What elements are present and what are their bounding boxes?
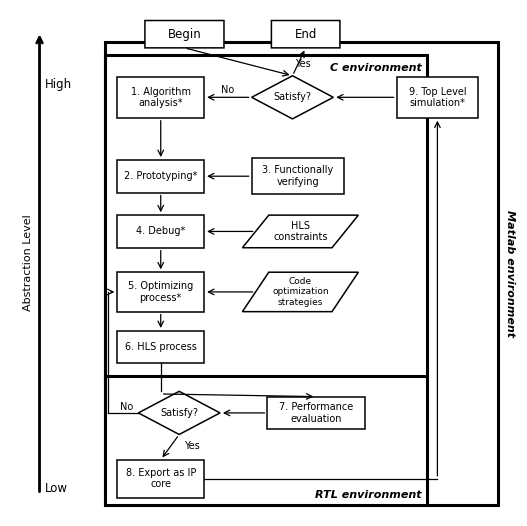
Polygon shape: [242, 215, 358, 248]
Text: Satisfy?: Satisfy?: [160, 408, 198, 418]
Text: 2. Prototyping*: 2. Prototyping*: [124, 171, 198, 181]
Polygon shape: [242, 272, 358, 311]
FancyBboxPatch shape: [271, 21, 340, 48]
FancyBboxPatch shape: [105, 376, 427, 505]
Text: 8. Export as IP
core: 8. Export as IP core: [125, 468, 196, 490]
Text: Yes: Yes: [184, 441, 200, 451]
FancyBboxPatch shape: [117, 215, 204, 248]
FancyBboxPatch shape: [117, 331, 204, 363]
Text: 5. Optimizing
process*: 5. Optimizing process*: [128, 281, 193, 303]
Text: 1. Algorithm
analysis*: 1. Algorithm analysis*: [131, 86, 191, 108]
Text: Satisfy?: Satisfy?: [274, 92, 311, 103]
Text: Abstraction Level: Abstraction Level: [23, 215, 33, 311]
Text: 7. Performance
evaluation: 7. Performance evaluation: [279, 402, 353, 424]
Text: High: High: [45, 78, 72, 90]
Polygon shape: [138, 391, 220, 434]
FancyBboxPatch shape: [267, 397, 365, 429]
Text: Code
optimization
strategies: Code optimization strategies: [272, 277, 329, 307]
FancyBboxPatch shape: [105, 42, 498, 505]
Text: No: No: [221, 85, 235, 95]
Text: No: No: [120, 401, 133, 412]
FancyBboxPatch shape: [117, 272, 204, 311]
Text: 9. Top Level
simulation*: 9. Top Level simulation*: [408, 86, 466, 108]
Text: Begin: Begin: [168, 28, 201, 41]
Text: 3. Functionally
verifying: 3. Functionally verifying: [262, 165, 334, 187]
FancyBboxPatch shape: [397, 77, 479, 118]
FancyBboxPatch shape: [251, 158, 344, 194]
Text: Matlab environment: Matlab environment: [505, 210, 514, 337]
Text: 6. HLS process: 6. HLS process: [125, 342, 197, 352]
FancyBboxPatch shape: [105, 55, 427, 381]
Text: End: End: [295, 28, 317, 41]
Text: 4. Debug*: 4. Debug*: [136, 226, 186, 237]
FancyBboxPatch shape: [117, 77, 204, 118]
Text: Yes: Yes: [295, 59, 311, 69]
Text: Low: Low: [45, 482, 68, 494]
Polygon shape: [252, 76, 334, 119]
FancyBboxPatch shape: [117, 460, 204, 498]
FancyBboxPatch shape: [117, 160, 204, 193]
FancyBboxPatch shape: [145, 21, 224, 48]
Text: RTL environment: RTL environment: [315, 490, 422, 500]
Text: C environment: C environment: [330, 63, 422, 73]
Text: HLS
constraints: HLS constraints: [273, 220, 328, 242]
